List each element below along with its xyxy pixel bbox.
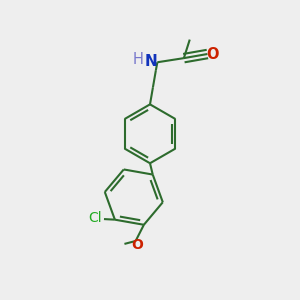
Text: O: O (206, 46, 219, 62)
Text: H: H (133, 52, 144, 68)
Text: Cl: Cl (88, 211, 102, 225)
Text: N: N (145, 54, 157, 69)
Text: O: O (131, 238, 143, 251)
